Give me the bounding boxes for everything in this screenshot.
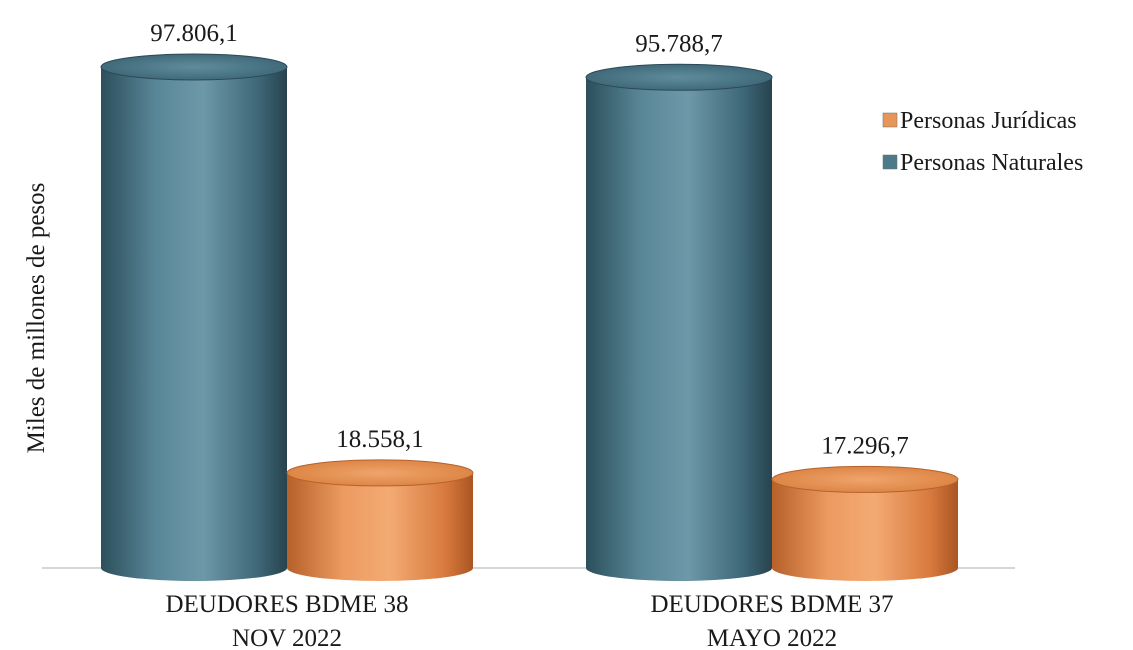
x-tick-label-2-line-2: MAYO 2022 — [707, 625, 837, 650]
bar-personas-jur-dicas-1 — [286, 459, 474, 581]
legend-swatch-personas-jur-dicas — [882, 112, 898, 128]
legend-label-personas-jur-dicas: Personas Jurídicas — [900, 108, 1077, 134]
bar-personas-jur-dicas-2 — [771, 465, 959, 581]
legend: Personas Jurídicas Personas Naturales — [882, 108, 1083, 176]
legend-label-personas-naturales: Personas Naturales — [900, 150, 1083, 176]
x-tick-label-1-line-2: NOV 2022 — [232, 625, 342, 650]
x-tick-label-1-line-1: DEUDORES BDME 38 — [165, 591, 408, 618]
y-axis-label: Miles de millones de pesos — [23, 183, 50, 454]
data-label-personas-naturales-2: 95.788,7 — [635, 30, 723, 57]
data-label-personas-jur-dicas-2: 17.296,7 — [821, 432, 909, 459]
bar-personas-naturales-1 — [100, 53, 288, 581]
legend-swatch-personas-naturales — [882, 154, 898, 170]
data-label-personas-naturales-1: 97.806,1 — [150, 20, 238, 47]
data-label-personas-jur-dicas-1: 18.558,1 — [336, 426, 424, 453]
bar-personas-naturales-2 — [585, 63, 773, 581]
x-tick-label-2-line-1: DEUDORES BDME 37 — [650, 591, 893, 618]
